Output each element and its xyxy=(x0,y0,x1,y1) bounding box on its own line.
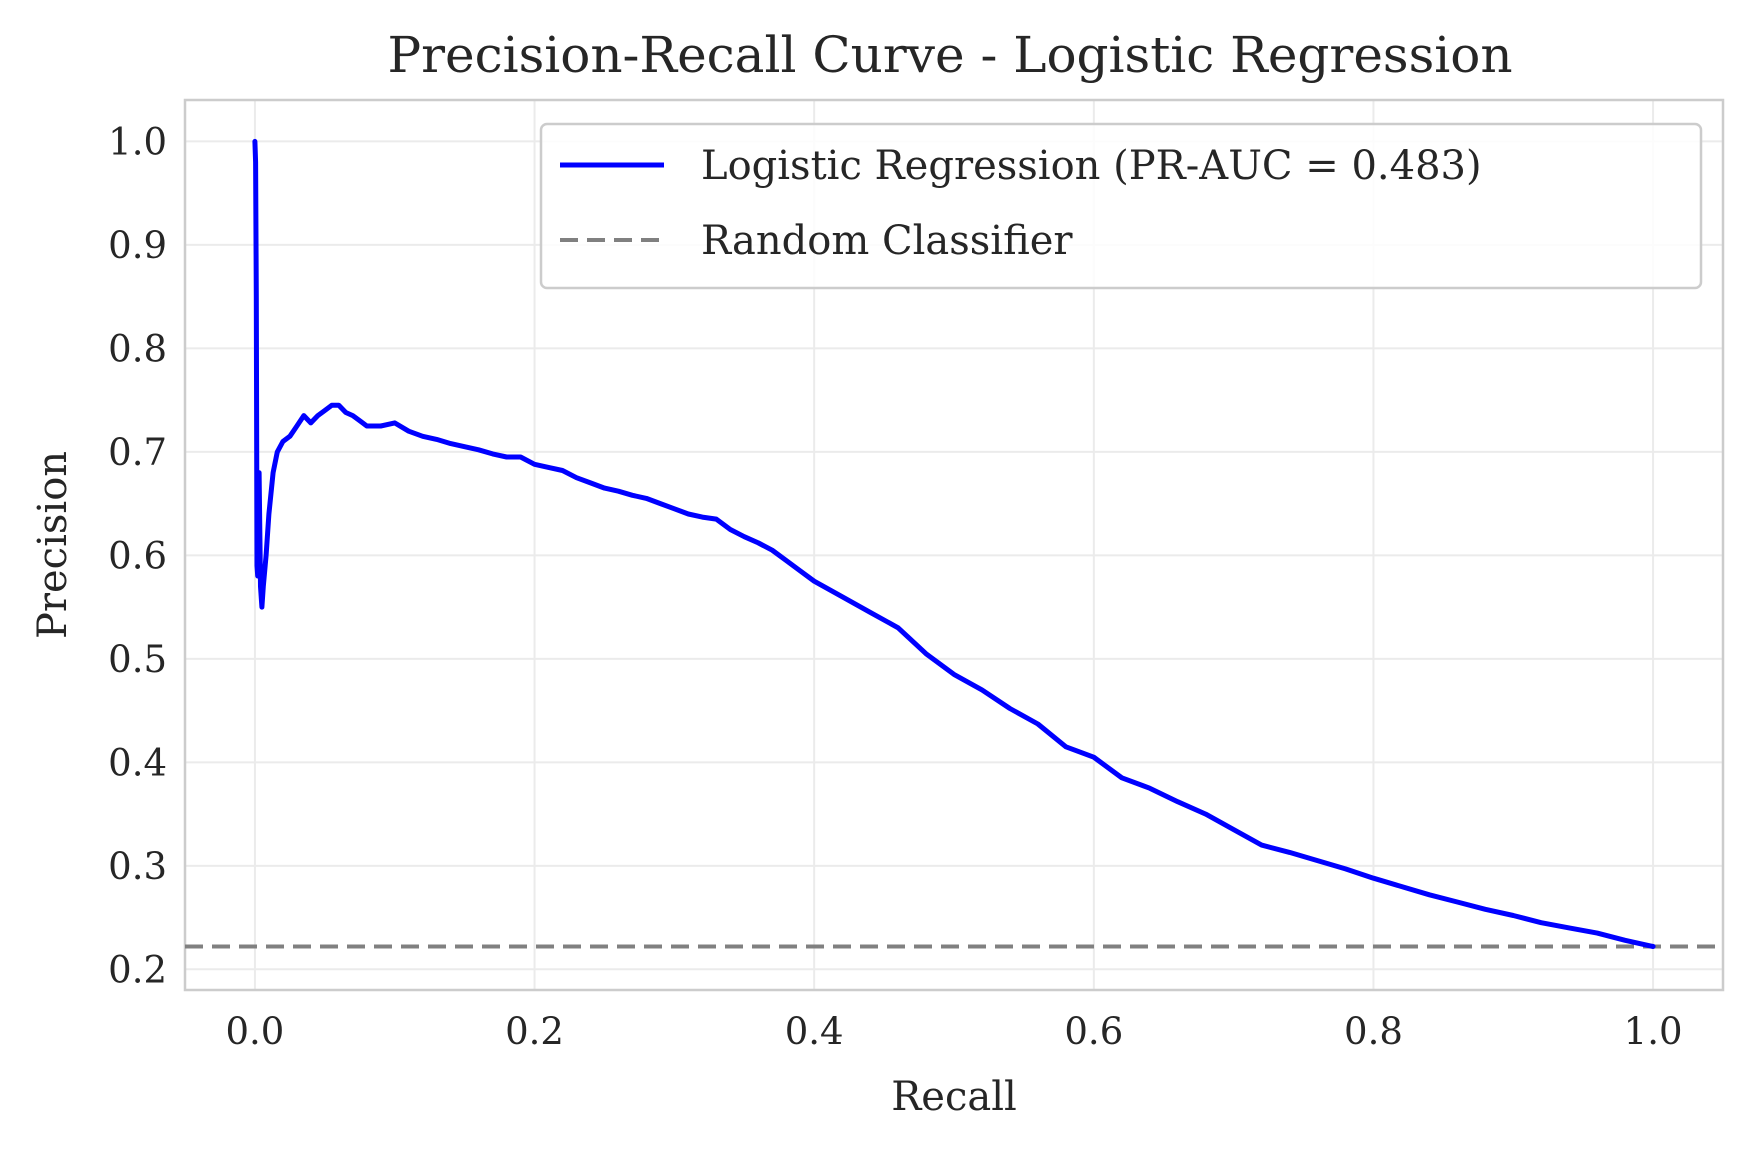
legend-label-random-classifier: Random Classifier xyxy=(701,218,1073,264)
x-tick-labels: 0.0 0.2 0.4 0.6 0.8 1.0 xyxy=(225,1010,1682,1053)
y-tick-label: 0.7 xyxy=(108,431,167,474)
x-tick-label: 1.0 xyxy=(1624,1010,1683,1053)
y-tick-label: 0.6 xyxy=(108,534,167,577)
x-tick-label: 0.0 xyxy=(225,1010,284,1053)
chart-title: Precision-Recall Curve - Logistic Regres… xyxy=(387,26,1512,84)
y-tick-label: 0.9 xyxy=(108,224,167,267)
y-tick-label: 0.8 xyxy=(108,327,167,370)
x-tick-label: 0.8 xyxy=(1344,1010,1403,1053)
y-tick-label: 0.2 xyxy=(108,948,167,991)
x-tick-label: 0.4 xyxy=(785,1010,844,1053)
legend-box xyxy=(539,122,1703,290)
y-tick-label: 1.0 xyxy=(108,120,167,163)
x-tick-label: 0.2 xyxy=(505,1010,564,1053)
series-layer xyxy=(185,138,1723,949)
plot-area-frame xyxy=(183,98,1725,992)
y-tick-labels: 0.2 0.3 0.4 0.5 0.6 0.7 0.8 0.9 1.0 xyxy=(108,120,167,991)
y-axis-label: Precision xyxy=(30,451,76,639)
y-tick-label: 0.4 xyxy=(108,741,167,784)
legend-label-logistic-regression: Logistic Regression (PR-AUC = 0.483) xyxy=(701,143,1482,189)
legend: Logistic Regression (PR-AUC = 0.483) Ran… xyxy=(539,122,1703,290)
x-tick-label: 0.6 xyxy=(1064,1010,1123,1053)
logistic-regression-line xyxy=(252,138,1656,949)
y-tick-label: 0.3 xyxy=(108,845,167,888)
y-tick-label: 0.5 xyxy=(108,638,167,681)
x-axis-label: Recall xyxy=(891,1074,1017,1120)
